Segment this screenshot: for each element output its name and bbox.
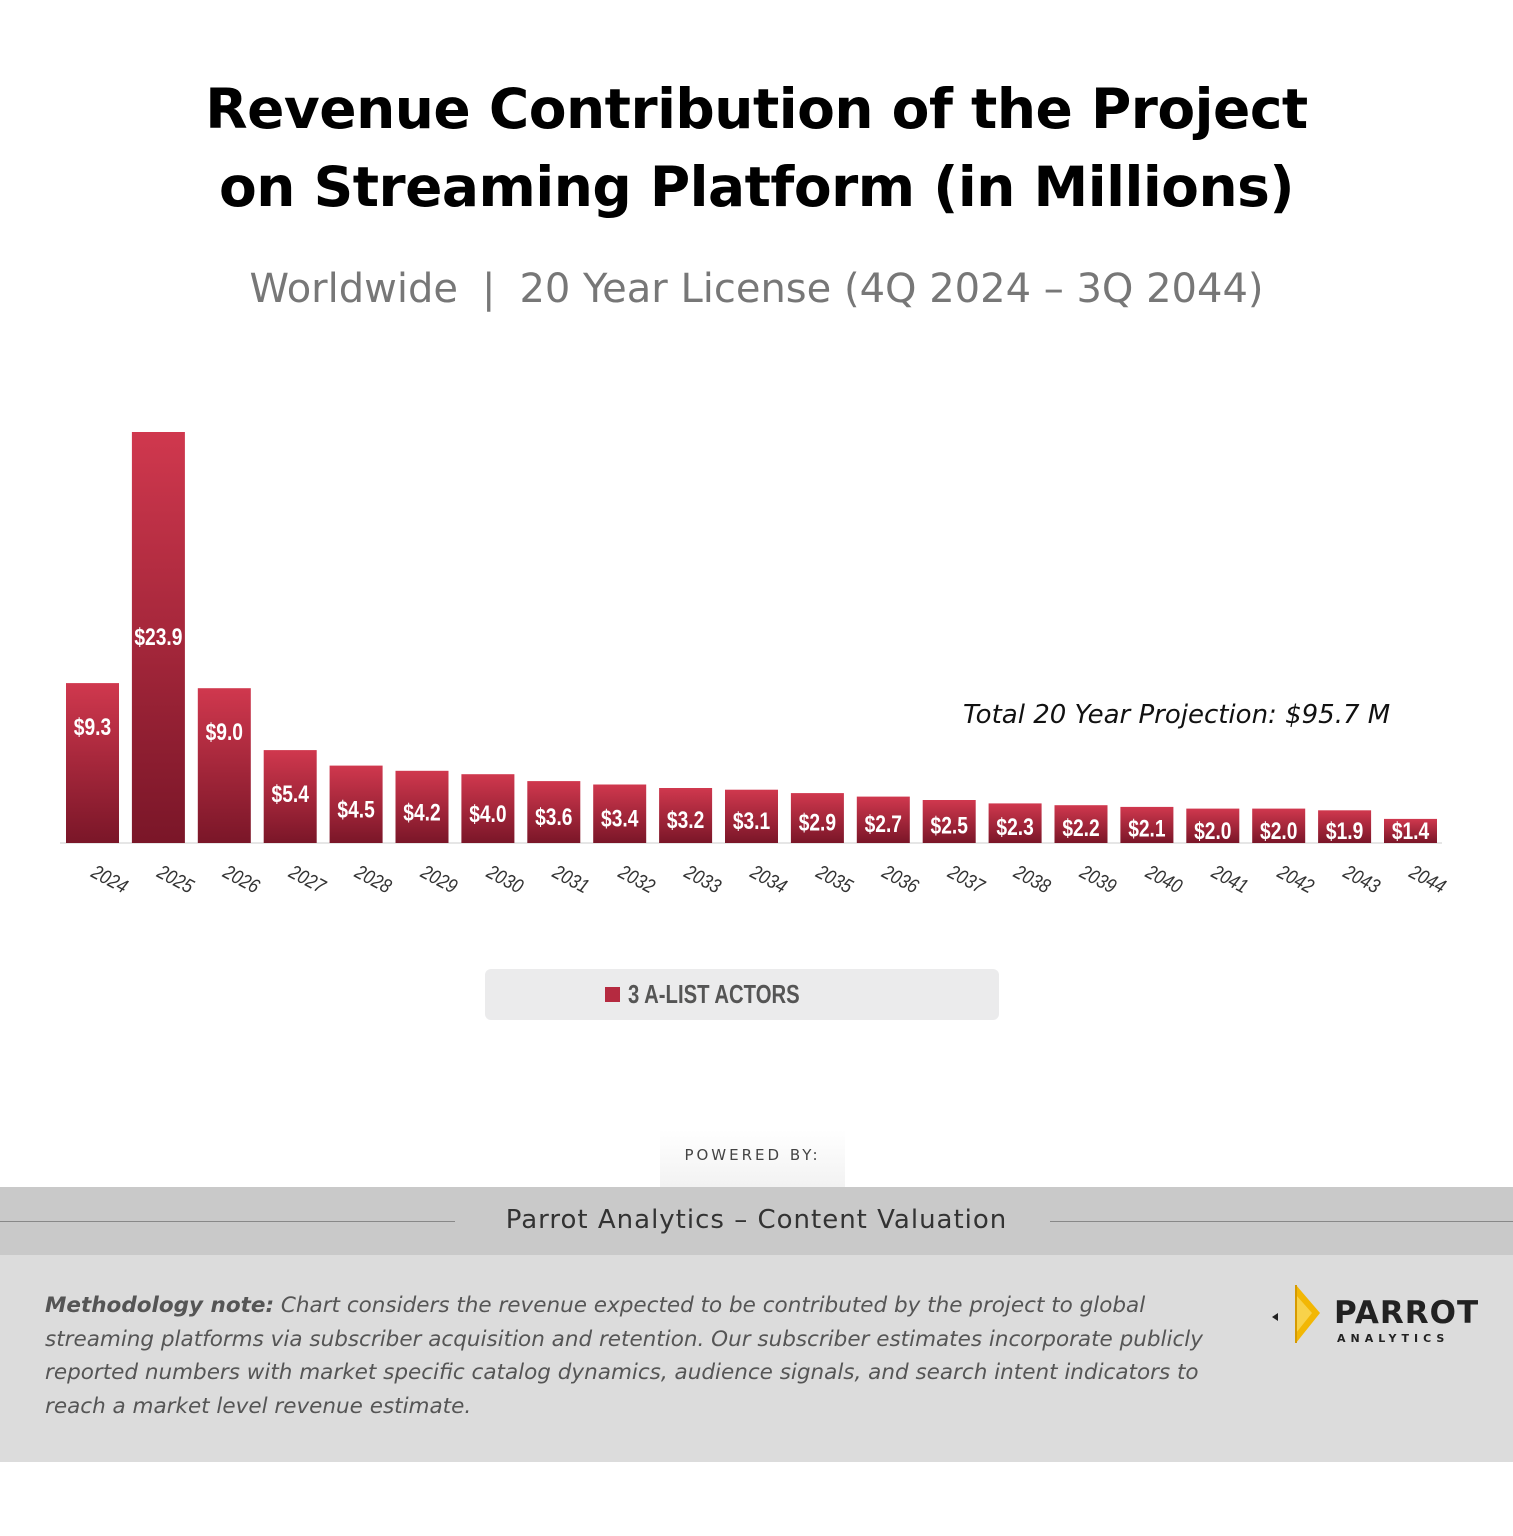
bar-label-2027: $5.4 xyxy=(272,780,309,808)
bar-2029 xyxy=(395,770,449,843)
bar-label-2044: $1.4 xyxy=(1392,817,1429,845)
bar-label-2037: $2.5 xyxy=(931,812,968,840)
legend-swatch xyxy=(605,987,621,1002)
bar-2043 xyxy=(1318,810,1372,843)
x-tick-2044: 2044 xyxy=(1405,860,1450,898)
total-projection-annotation: Total 20 Year Projection: $95.7 M xyxy=(963,700,1391,730)
methodology-label: Methodology note: xyxy=(45,1293,275,1318)
x-tick-2024: 2024 xyxy=(87,860,132,898)
x-tick-2025: 2025 xyxy=(153,860,198,898)
x-tick-2031: 2031 xyxy=(548,860,593,898)
chart-title: Revenue Contribution of the Project on S… xyxy=(0,70,1513,226)
x-tick-2035: 2035 xyxy=(812,860,857,898)
bar-label-2040: $2.1 xyxy=(1128,815,1165,843)
footer-band: Parrot Analytics – Content Valuation xyxy=(0,1187,1513,1255)
x-tick-2028: 2028 xyxy=(351,860,396,898)
x-tick-2043: 2043 xyxy=(1339,860,1384,898)
methodology-text: Chart considers the revenue expected to … xyxy=(45,1293,1203,1419)
x-tick-2042: 2042 xyxy=(1273,860,1318,898)
logo-wordmark: PARROT xyxy=(1334,1295,1480,1331)
subtitle-separator: | xyxy=(481,266,496,312)
x-tick-2030: 2030 xyxy=(482,860,527,898)
bar-label-2039: $2.2 xyxy=(1062,814,1099,842)
bar-label-2043: $1.9 xyxy=(1326,817,1363,845)
x-tick-2038: 2038 xyxy=(1010,860,1055,898)
bar-chart: $9.3 $23.9 $9.0 $5.4 $4.5 $4.2 $4.0 $3.6 $3.4 $3.… xyxy=(60,432,1450,898)
bar-2032 xyxy=(593,784,647,843)
bar-label-2028: $4.5 xyxy=(337,796,374,824)
x-tick-2026: 2026 xyxy=(219,860,264,898)
title-line-2: on Streaming Platform (in Millions) xyxy=(219,155,1294,219)
x-tick-2041: 2041 xyxy=(1207,860,1252,898)
chart-legend: 3 A-LIST ACTORS xyxy=(485,969,999,1020)
footer-rule-right xyxy=(1050,1221,1513,1222)
bar-label-2033: $3.2 xyxy=(667,806,704,834)
bar-2025 xyxy=(131,432,185,843)
methodology-box: Methodology note: Chart considers the re… xyxy=(0,1255,1513,1462)
legend-label: 3 A-LIST ACTORS xyxy=(628,979,801,1009)
bar-2031 xyxy=(527,781,581,843)
x-tick-2034: 2034 xyxy=(746,860,791,898)
logo-subtitle: ANALYTICS xyxy=(1337,1332,1450,1345)
subtitle-region: Worldwide xyxy=(249,266,458,312)
bar-2024 xyxy=(66,683,119,843)
parrot-logo-icon xyxy=(1272,1285,1320,1343)
footer-title: Parrot Analytics – Content Valuation xyxy=(505,1205,1008,1235)
bar-label-2024: $9.3 xyxy=(74,713,111,741)
subtitle-license: 20 Year License (4Q 2024 – 3Q 2044) xyxy=(519,266,1264,312)
bar-label-2038: $2.3 xyxy=(996,813,1033,841)
bar-label-2026: $9.0 xyxy=(206,718,243,746)
bar-2037 xyxy=(922,800,976,843)
x-tick-2037: 2037 xyxy=(944,860,989,898)
bar-2028 xyxy=(329,765,383,843)
bar-label-2025: $23.9 xyxy=(134,623,182,651)
bar-2034 xyxy=(725,789,778,843)
bar-label-2042: $2.0 xyxy=(1260,817,1297,845)
bar-label-2032: $3.4 xyxy=(601,805,638,833)
bar-2038 xyxy=(988,803,1042,843)
bar-2042 xyxy=(1252,808,1306,843)
bar-2044 xyxy=(1384,818,1437,843)
bar-2027 xyxy=(263,750,317,843)
x-tick-2040: 2040 xyxy=(1141,860,1186,898)
bar-2040 xyxy=(1120,806,1174,843)
bar-label-2034: $3.1 xyxy=(733,807,770,835)
bar-label-2036: $2.7 xyxy=(865,810,902,838)
bar-2035 xyxy=(790,793,844,843)
powered-by-label: POWERED BY: xyxy=(660,1130,845,1187)
x-tick-2027: 2027 xyxy=(285,860,330,898)
bar-label-2029: $4.2 xyxy=(403,798,440,826)
x-tick-2029: 2029 xyxy=(416,860,461,898)
bar-2033 xyxy=(659,788,713,843)
title-line-1: Revenue Contribution of the Project xyxy=(205,77,1308,141)
bar-2036 xyxy=(856,796,910,843)
bar-label-2030: $4.0 xyxy=(469,800,506,828)
bar-label-2031: $3.6 xyxy=(535,803,572,831)
bar-2039 xyxy=(1054,805,1108,843)
bar-2026 xyxy=(197,688,251,843)
footer-rule-left xyxy=(0,1221,455,1222)
bar-label-2035: $2.9 xyxy=(799,809,836,837)
bar-label-2041: $2.0 xyxy=(1194,817,1231,845)
x-tick-2036: 2036 xyxy=(878,860,923,898)
x-tick-2039: 2039 xyxy=(1075,860,1120,898)
bar-2041 xyxy=(1186,808,1240,843)
chart-subtitle: Worldwide | 20 Year License (4Q 2024 – 3Q … xyxy=(0,266,1513,312)
x-tick-2033: 2033 xyxy=(680,860,725,898)
bar-2030 xyxy=(461,774,515,843)
x-tick-2032: 2032 xyxy=(614,860,659,898)
methodology-note: Methodology note: Chart considers the re… xyxy=(45,1289,1235,1423)
parrot-analytics-logo: PARROT ANALYTICS xyxy=(1268,1285,1478,1355)
